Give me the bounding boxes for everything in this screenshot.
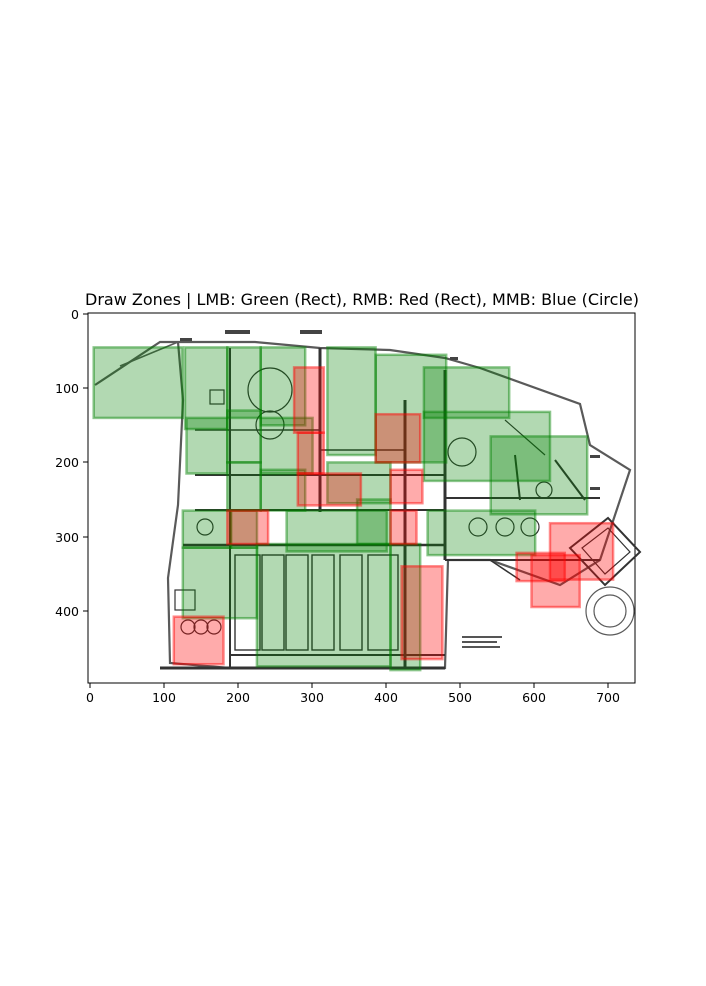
x-tick: 500: [448, 683, 472, 705]
red-zone: [374, 412, 422, 464]
red-zone: [515, 551, 567, 583]
y-tick-label: 200: [55, 455, 79, 470]
y-axis: 0 100 200 300 400: [55, 307, 88, 619]
green-zone: [259, 416, 314, 475]
x-tick: 400: [374, 683, 398, 705]
y-tick: 200: [55, 455, 88, 470]
red-zone: [292, 366, 326, 434]
y-tick: 0: [71, 307, 88, 322]
green-zone: [181, 546, 259, 620]
red-zone: [530, 553, 581, 609]
x-tick-label: 500: [448, 690, 472, 705]
x-axis: 0 100 200 300 400 500 600 700: [86, 683, 620, 705]
green-zone: [389, 542, 422, 672]
x-tick-label: 600: [522, 690, 546, 705]
x-tick-label: 100: [152, 690, 176, 705]
green-zone: [259, 468, 307, 512]
x-tick: 0: [86, 683, 94, 705]
red-zone: [389, 468, 424, 505]
green-zone: [229, 509, 259, 549]
green-zone: [426, 509, 537, 557]
y-tick: 400: [55, 604, 88, 619]
green-zone: [259, 346, 307, 427]
green-zone: [355, 498, 392, 546]
y-tick: 300: [55, 530, 88, 545]
x-tick-label: 400: [374, 690, 398, 705]
green-zone: [422, 410, 552, 483]
y-tick-label: 100: [55, 381, 79, 396]
green-zone: [326, 346, 377, 457]
site-plan-drawing: [94, 330, 642, 670]
green-zone: [92, 346, 184, 420]
x-tick-label: 200: [226, 690, 250, 705]
green-zone: [226, 346, 262, 420]
green-zone: [185, 416, 229, 475]
green-zone: [326, 461, 392, 505]
red-zone: [296, 431, 326, 475]
x-tick-label: 700: [596, 690, 620, 705]
green-zone: [489, 435, 589, 516]
green-zone: [226, 461, 262, 512]
green-zone: [226, 409, 262, 464]
x-tick: 100: [152, 683, 176, 705]
zones-layer: [92, 346, 615, 672]
green-zone: [255, 542, 392, 668]
x-tick: 600: [522, 683, 546, 705]
green-zone: [285, 509, 389, 553]
green-zone: [422, 366, 511, 420]
x-tick: 200: [226, 683, 250, 705]
green-zone: [183, 346, 229, 431]
x-tick-label: 0: [86, 690, 94, 705]
x-tick: 300: [300, 683, 324, 705]
green-zone: [374, 353, 448, 464]
red-zone: [389, 509, 418, 546]
figure-title: Draw Zones | LMB: Green (Rect), RMB: Red…: [85, 290, 639, 309]
y-tick: 100: [55, 381, 88, 396]
plot-area[interactable]: [92, 330, 642, 672]
y-tick-label: 400: [55, 604, 79, 619]
y-tick-label: 0: [71, 307, 79, 322]
red-zone: [226, 509, 270, 546]
red-zone: [548, 521, 615, 581]
x-tick: 700: [596, 683, 620, 705]
red-zone: [400, 565, 444, 661]
y-tick-label: 300: [55, 530, 79, 545]
red-zone: [296, 472, 363, 507]
green-zone: [181, 509, 233, 549]
red-zone: [172, 615, 225, 666]
x-tick-label: 300: [300, 690, 324, 705]
